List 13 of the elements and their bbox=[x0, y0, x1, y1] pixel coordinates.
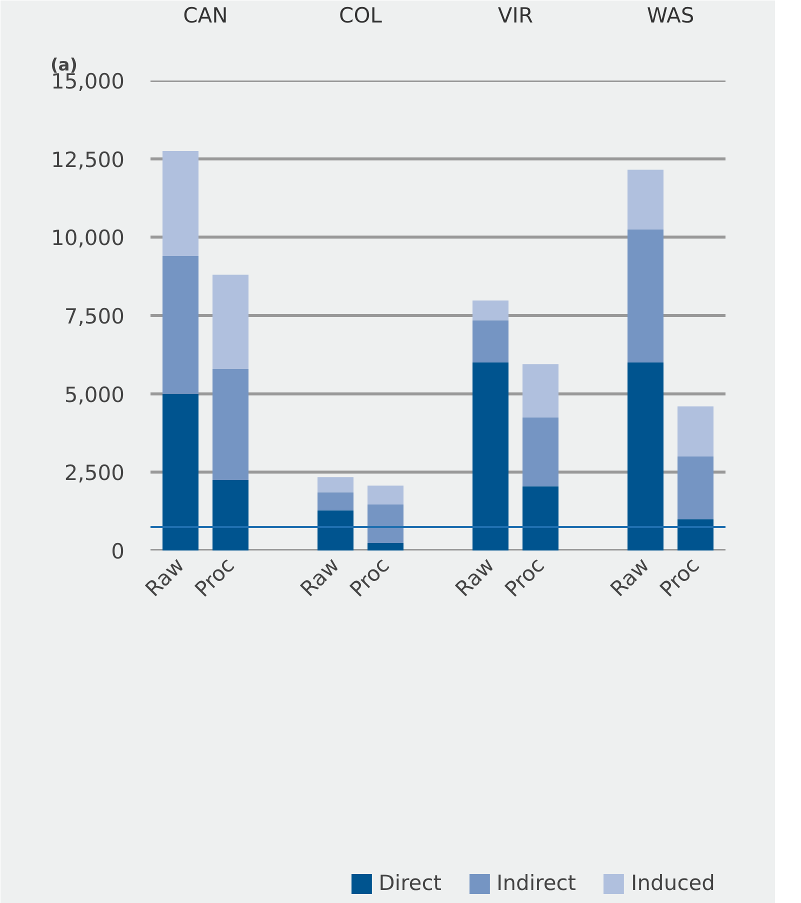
text: COL bbox=[339, 4, 382, 28]
legend-label: Induced bbox=[631, 871, 715, 895]
legend-label: Indirect bbox=[496, 871, 576, 895]
y-tick-label: 12,500 bbox=[51, 148, 125, 172]
y-tick-label: 7,500 bbox=[64, 304, 125, 328]
text: WAS bbox=[646, 4, 694, 28]
y-tick-label: 0 bbox=[111, 540, 125, 564]
text: CAN bbox=[183, 4, 228, 28]
y-tick-label: 10,000 bbox=[51, 226, 125, 250]
y-tick-label: 2,500 bbox=[64, 461, 125, 486]
y-tick-label: 5,000 bbox=[64, 382, 125, 407]
text: VIR bbox=[498, 4, 534, 28]
legend-label: Direct bbox=[378, 871, 442, 895]
